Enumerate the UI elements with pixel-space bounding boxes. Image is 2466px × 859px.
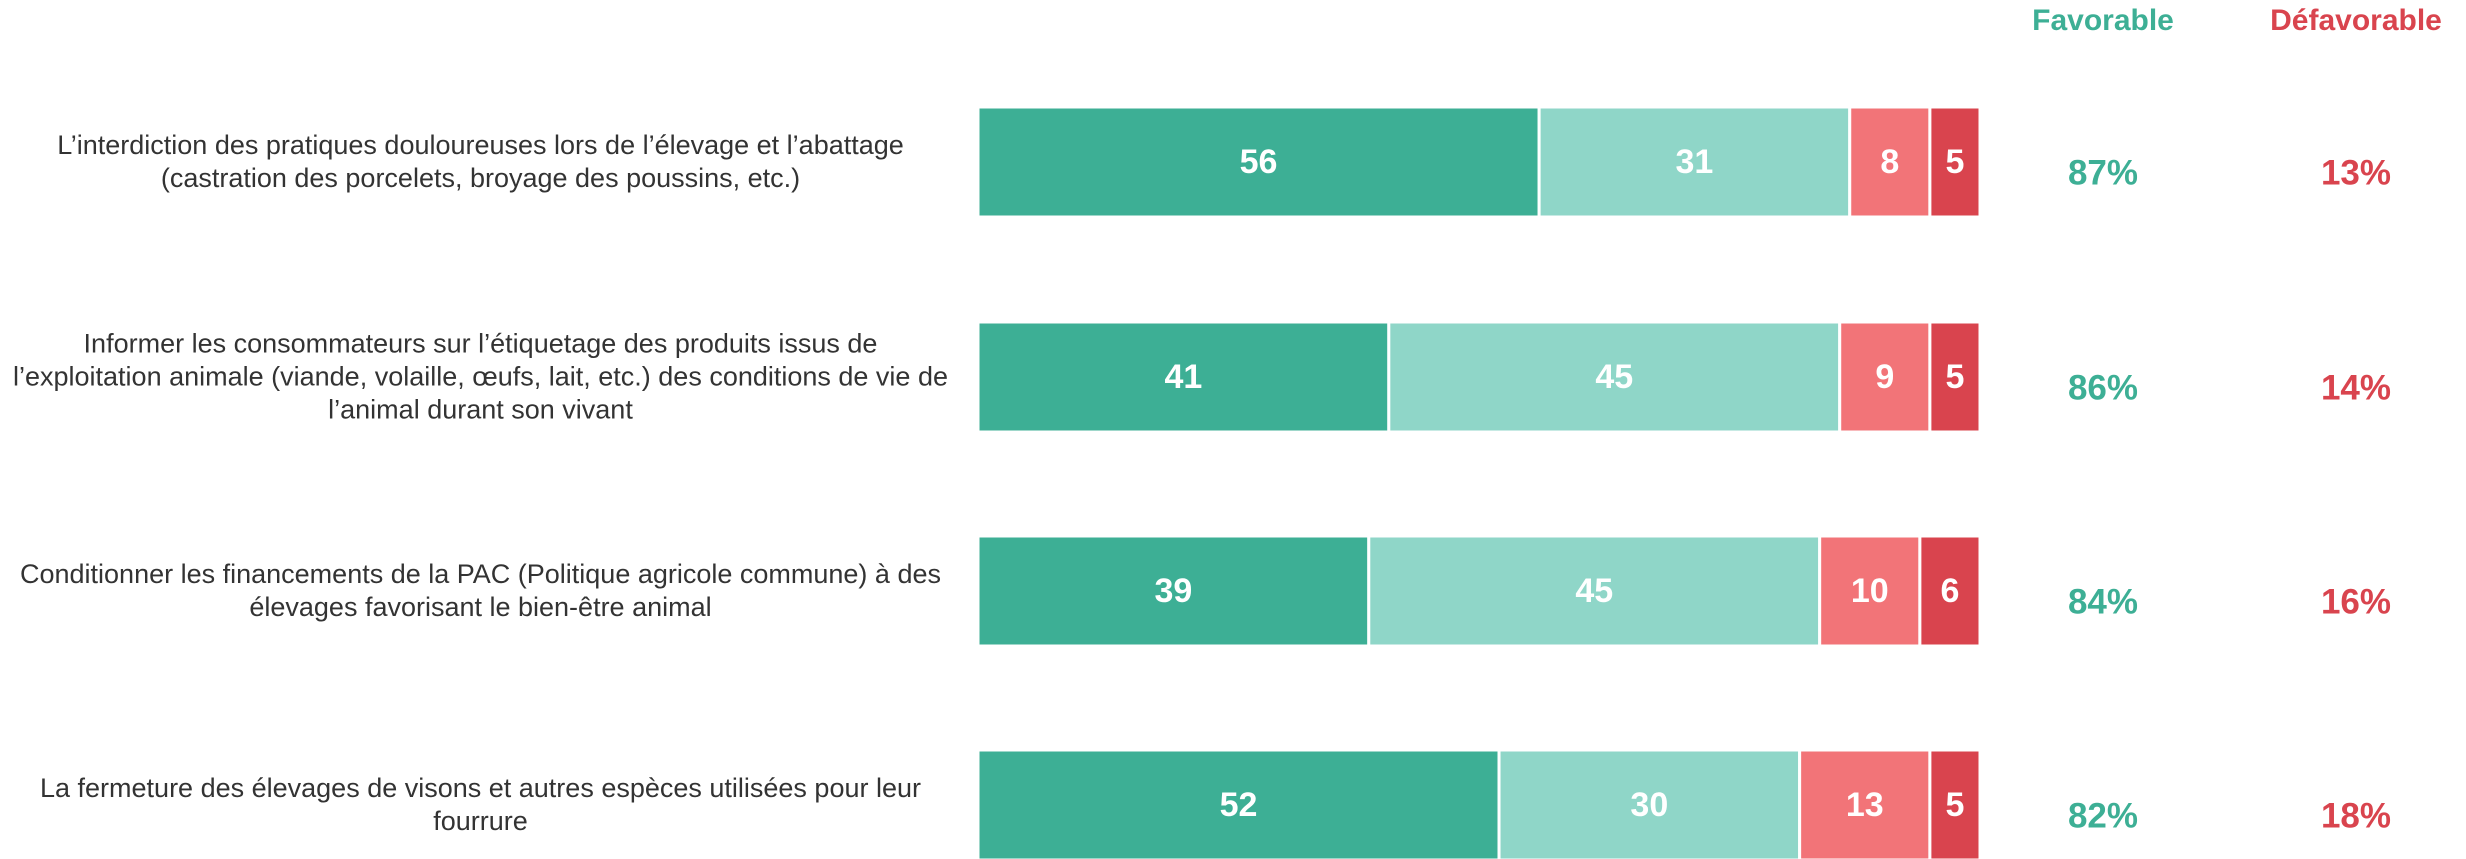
segment-label: 10 — [1851, 572, 1889, 610]
segment-label: 31 — [1676, 143, 1714, 181]
bar-segment — [1928, 320, 1982, 434]
segment-label: 45 — [1575, 572, 1613, 610]
summary-value: 84% — [2068, 582, 2138, 621]
bar-segment — [976, 105, 1541, 219]
category-label: Informer les consommateurs sur l’étiquet… — [13, 328, 948, 425]
segment-label: 5 — [1945, 786, 1964, 824]
bar-segment — [1928, 105, 1982, 219]
segment-label: 30 — [1630, 786, 1668, 824]
segment-label: 56 — [1240, 143, 1278, 181]
bar-segment — [976, 534, 1371, 648]
bar-segment — [1928, 748, 1982, 859]
segment-label: 5 — [1945, 358, 1964, 396]
summary-value: 87% — [2068, 153, 2138, 192]
summary-value: 16% — [2321, 582, 2391, 621]
category-label: Conditionner les financements de la PAC … — [20, 559, 941, 622]
summary-value: 86% — [2068, 368, 2138, 407]
summary-header: Défavorable — [2270, 4, 2442, 37]
category-label: L’interdiction des pratiques douloureuse… — [57, 130, 904, 193]
bar-segment — [976, 320, 1391, 434]
bar-segment — [1387, 320, 1842, 434]
segment-label: 5 — [1945, 143, 1964, 181]
bar-segment — [1918, 534, 1982, 648]
summary-value: 82% — [2068, 796, 2138, 835]
segment-label: 45 — [1595, 358, 1633, 396]
bar-segment — [1537, 105, 1852, 219]
category-label: La fermeture des élevages de visons et a… — [40, 773, 921, 836]
summary-header: Favorable — [2032, 4, 2174, 37]
bar-segment — [1818, 534, 1922, 648]
segment-label: 6 — [1940, 572, 1959, 610]
segment-label: 8 — [1880, 143, 1899, 181]
summary-value: 14% — [2321, 368, 2391, 407]
segment-label: 13 — [1846, 786, 1884, 824]
segment-label: 41 — [1164, 358, 1202, 396]
summary-value: 13% — [2321, 153, 2391, 192]
segment-label: 39 — [1154, 572, 1192, 610]
summary-value: 18% — [2321, 796, 2391, 835]
segment-label: 9 — [1875, 358, 1894, 396]
bar-segment — [1798, 748, 1932, 859]
bar-segment — [976, 748, 1501, 859]
segment-label: 52 — [1220, 786, 1258, 824]
